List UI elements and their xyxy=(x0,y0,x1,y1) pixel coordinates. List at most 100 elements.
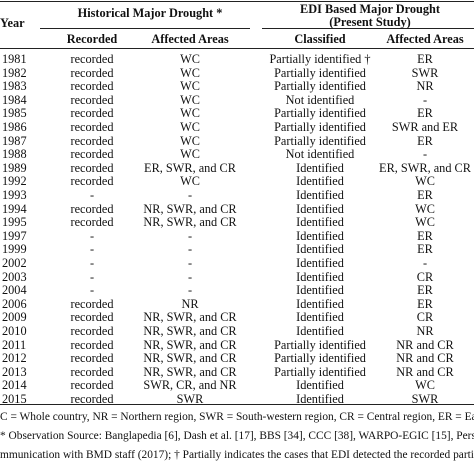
table-cell: NR and CR xyxy=(396,351,454,366)
table-cell: NR, SWR, and CR xyxy=(143,351,237,366)
table-cell: SWR xyxy=(176,392,204,406)
table-cell: recorded xyxy=(70,160,114,175)
table-cell: - xyxy=(422,147,428,162)
group-rule xyxy=(40,28,250,29)
table-cell: - xyxy=(187,188,193,202)
year-cell: 1983 xyxy=(2,79,27,94)
table-cell: WC xyxy=(180,106,200,121)
table-cell: ER xyxy=(417,283,433,298)
table-cell: - xyxy=(187,228,193,243)
year-cell: 2010 xyxy=(2,324,27,338)
column-header: Affected Areas xyxy=(151,32,229,46)
year-cell: 1995 xyxy=(2,215,27,230)
group-header: Historical Major Drought * xyxy=(77,6,223,20)
table-cell: recorded xyxy=(70,52,114,66)
year-cell: 2012 xyxy=(2,351,27,366)
table-cell: recorded xyxy=(70,351,114,366)
table-cell: recorded xyxy=(70,310,114,325)
table-cell: recorded xyxy=(70,392,114,406)
table-cell: NR and CR xyxy=(396,337,454,352)
table-cell: WC xyxy=(180,147,200,162)
top-rule xyxy=(0,1,474,2)
table-cell: recorded xyxy=(70,106,114,121)
table-cell: - xyxy=(187,283,193,298)
table-cell: NR, SWR, and CR xyxy=(143,215,237,230)
table-cell: Identified xyxy=(296,324,344,338)
table-cell: - xyxy=(422,256,428,270)
table-cell: NR xyxy=(416,79,434,94)
table-cell: Identified xyxy=(296,174,344,189)
table-cell: NR, SWR, and CR xyxy=(143,324,237,338)
table-cell: recorded xyxy=(70,147,114,162)
table-cell: NR and CR xyxy=(396,364,454,379)
table-cell: - xyxy=(89,188,95,202)
year-cell: 2015 xyxy=(2,392,27,406)
year-header: Year xyxy=(0,16,25,30)
year-cell: 2014 xyxy=(2,378,27,393)
table-cell: WC xyxy=(180,52,200,66)
table-cell: Identified xyxy=(296,283,344,298)
table-cell: recorded xyxy=(70,337,114,352)
year-cell: 1989 xyxy=(2,160,27,175)
table-cell: recorded xyxy=(70,296,114,311)
table-cell: NR xyxy=(181,296,199,311)
table-cell: recorded xyxy=(70,120,114,134)
table-cell: Partially identified xyxy=(274,351,366,366)
table-cell: WC xyxy=(180,79,200,94)
table-cell: - xyxy=(187,256,193,270)
table-cell: Partially identified xyxy=(274,106,366,121)
year-cell: 1984 xyxy=(2,92,27,107)
table-cell: - xyxy=(187,269,193,284)
table-cell: - xyxy=(89,269,95,284)
table-cell: SWR, CR, and NR xyxy=(143,378,237,393)
table-cell: ER xyxy=(417,188,433,202)
group-header: EDI Based Major Drought xyxy=(300,2,440,16)
table-cell: Partially identified xyxy=(274,133,366,148)
table-cell: NR, SWR, and CR xyxy=(143,364,237,379)
table-cell: - xyxy=(89,283,95,298)
group-header: (Present Study) xyxy=(329,15,411,29)
year-cell: 1992 xyxy=(2,174,27,189)
table-cell: recorded xyxy=(70,174,114,189)
table-cell: Partially identified xyxy=(274,337,366,352)
table-cell: ER xyxy=(417,228,433,243)
table-cell: recorded xyxy=(70,378,114,393)
table-cell: Identified xyxy=(296,215,344,230)
year-cell: 2004 xyxy=(2,283,27,298)
header-rule xyxy=(0,48,474,49)
table-cell: - xyxy=(89,256,95,270)
table-cell: ER, SWR, and CR xyxy=(379,160,471,175)
footnote: C = Whole country, NR = Northern region,… xyxy=(0,411,474,423)
table-cell: WC xyxy=(415,174,435,189)
table-cell: NR xyxy=(416,324,434,338)
table-cell: Identified xyxy=(296,269,344,284)
table-cell: Identified xyxy=(296,188,344,202)
year-cell: 1987 xyxy=(2,133,27,148)
table-cell: Identified xyxy=(296,201,344,216)
table-cell: Partially identified xyxy=(274,79,366,94)
group-rule xyxy=(262,28,474,29)
table-cell: WC xyxy=(180,133,200,148)
column-header: Recorded xyxy=(66,32,118,46)
table-cell: Identified xyxy=(296,242,344,257)
bottom-rule xyxy=(0,404,474,405)
table-cell: Partially identified † xyxy=(269,52,371,66)
year-cell: 2011 xyxy=(2,337,27,352)
table-cell: - xyxy=(89,228,95,243)
table-cell: recorded xyxy=(70,65,114,80)
year-cell: 1993 xyxy=(2,188,27,202)
footnote: * Observation Source: Banglapedia [6], D… xyxy=(0,430,474,442)
year-cell: 1988 xyxy=(2,147,27,162)
table-cell: NR, SWR, and CR xyxy=(143,310,237,325)
table-cell: Partially identified xyxy=(274,65,366,80)
table-cell: WC xyxy=(180,92,200,107)
table-cell: Identified xyxy=(296,296,344,311)
table-cell: Partially identified xyxy=(274,120,366,134)
year-cell: 2013 xyxy=(2,364,27,379)
table-cell: - xyxy=(89,242,95,257)
table-cell: Partially identified xyxy=(274,364,366,379)
table-cell: WC xyxy=(180,120,200,134)
year-cell: 1986 xyxy=(2,120,27,134)
year-cell: 1997 xyxy=(2,228,27,243)
table-cell: CR xyxy=(416,269,434,284)
